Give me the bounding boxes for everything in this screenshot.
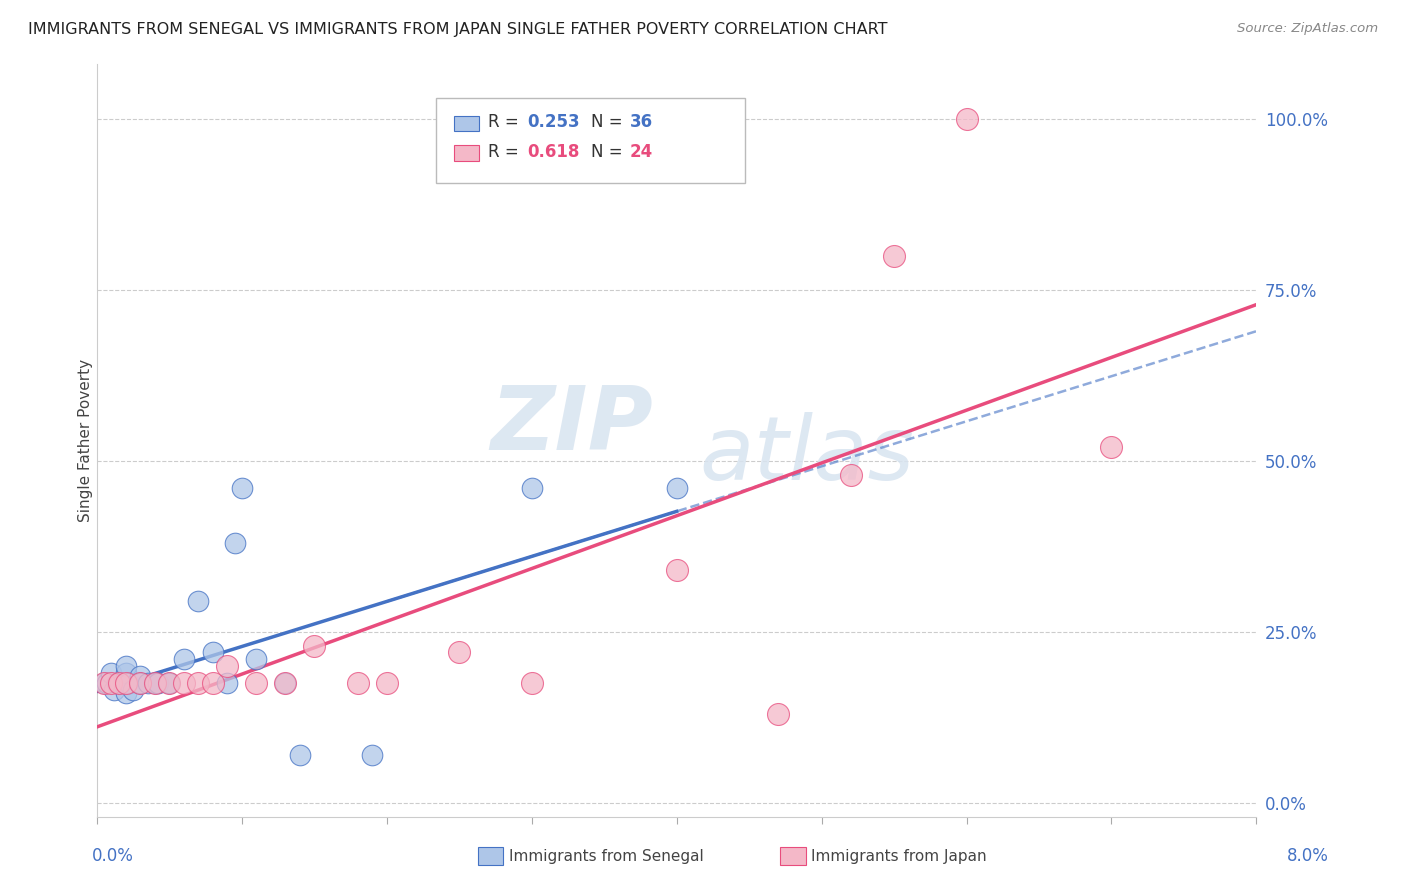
- Text: N =: N =: [591, 113, 633, 131]
- Point: [96, 676, 118, 690]
- Point: [173, 676, 195, 690]
- Point: [129, 676, 152, 690]
- Point: [129, 669, 152, 683]
- Point: [115, 659, 138, 673]
- Point: [93, 676, 115, 690]
- Point: [187, 676, 209, 690]
- Point: [115, 665, 138, 680]
- Text: 0.253: 0.253: [527, 113, 579, 131]
- Text: 0.618: 0.618: [527, 143, 579, 161]
- Point: [274, 676, 297, 690]
- Point: [187, 594, 209, 608]
- Point: [955, 112, 977, 126]
- Point: [107, 676, 129, 690]
- Point: [173, 652, 195, 666]
- Point: [274, 676, 297, 690]
- Text: Immigrants from Japan: Immigrants from Japan: [811, 849, 987, 863]
- Text: 8.0%: 8.0%: [1286, 847, 1329, 865]
- Text: Source: ZipAtlas.com: Source: ZipAtlas.com: [1237, 22, 1378, 36]
- Point: [146, 676, 169, 690]
- Point: [100, 665, 122, 680]
- Text: Immigrants from Senegal: Immigrants from Senegal: [509, 849, 704, 863]
- Point: [107, 676, 129, 690]
- Point: [201, 645, 224, 659]
- Point: [157, 676, 180, 690]
- Point: [129, 676, 152, 690]
- Point: [288, 747, 311, 762]
- Point: [136, 676, 159, 690]
- Point: [118, 676, 141, 690]
- Point: [1101, 440, 1123, 454]
- Point: [157, 676, 180, 690]
- Point: [520, 481, 543, 495]
- Point: [115, 676, 138, 690]
- Text: 24: 24: [630, 143, 654, 161]
- Y-axis label: Single Father Poverty: Single Father Poverty: [79, 359, 93, 522]
- Point: [93, 676, 115, 690]
- Point: [201, 676, 224, 690]
- Point: [129, 676, 152, 690]
- Point: [217, 676, 239, 690]
- Point: [217, 659, 239, 673]
- Point: [766, 706, 789, 721]
- Point: [304, 639, 326, 653]
- Text: 36: 36: [630, 113, 652, 131]
- Text: ZIP: ZIP: [491, 382, 654, 469]
- Text: R =: R =: [488, 113, 529, 131]
- Point: [375, 676, 398, 690]
- Point: [520, 676, 543, 690]
- Point: [143, 676, 166, 690]
- Point: [883, 249, 905, 263]
- Point: [245, 652, 267, 666]
- Text: IMMIGRANTS FROM SENEGAL VS IMMIGRANTS FROM JAPAN SINGLE FATHER POVERTY CORRELATI: IMMIGRANTS FROM SENEGAL VS IMMIGRANTS FR…: [28, 22, 887, 37]
- Point: [122, 683, 145, 698]
- Point: [143, 676, 166, 690]
- Point: [115, 676, 138, 690]
- Point: [108, 676, 131, 690]
- Point: [100, 676, 122, 690]
- Point: [111, 676, 134, 690]
- Point: [449, 645, 471, 659]
- Text: R =: R =: [488, 143, 529, 161]
- Point: [103, 683, 125, 698]
- Point: [105, 676, 128, 690]
- Point: [665, 481, 688, 495]
- Point: [129, 676, 152, 690]
- Point: [346, 676, 368, 690]
- Point: [361, 747, 384, 762]
- Point: [143, 676, 166, 690]
- Point: [115, 686, 138, 700]
- Point: [224, 536, 246, 550]
- Text: 0.0%: 0.0%: [91, 847, 134, 865]
- Text: N =: N =: [591, 143, 633, 161]
- Point: [245, 676, 267, 690]
- Text: atlas: atlas: [700, 412, 915, 499]
- Point: [839, 467, 862, 482]
- Point: [157, 676, 180, 690]
- Point: [231, 481, 253, 495]
- Point: [665, 563, 688, 577]
